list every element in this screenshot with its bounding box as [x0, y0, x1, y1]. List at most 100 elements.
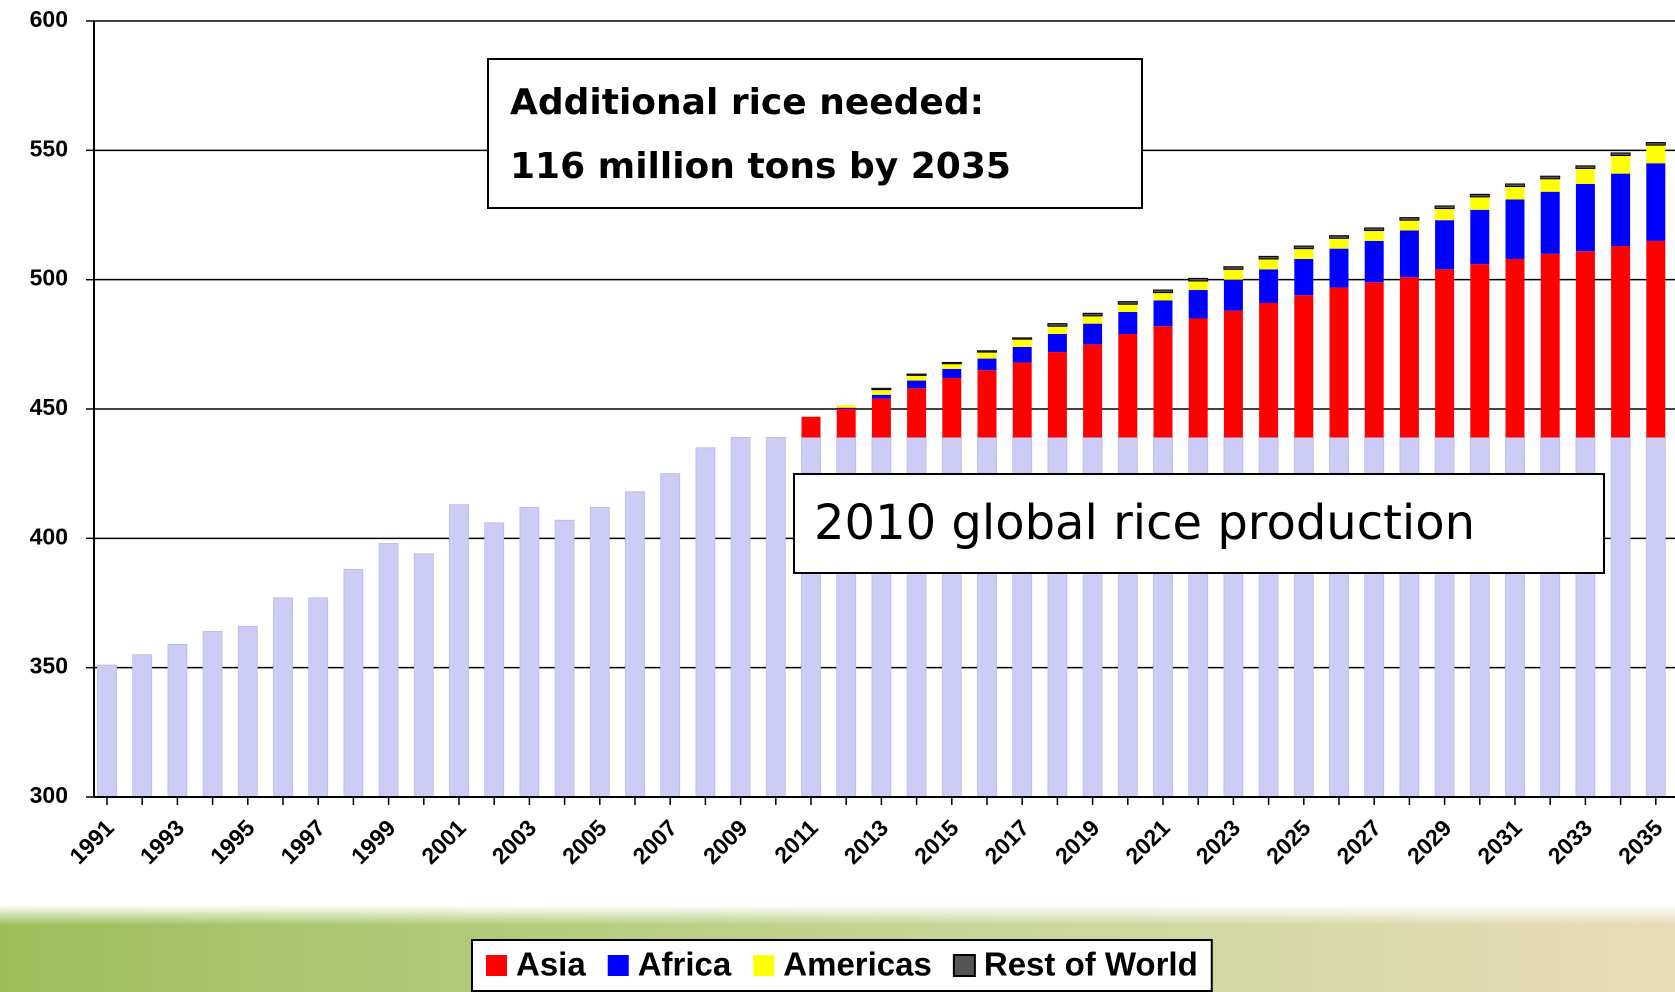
- bar-segment: [1294, 295, 1314, 438]
- bar-segment: [1646, 145, 1666, 164]
- x-tick-label: 1999: [346, 814, 401, 869]
- bar: [97, 664, 117, 798]
- bar-segment: [1223, 269, 1243, 280]
- bar-segment: [1540, 191, 1560, 254]
- bar-segment: [1575, 183, 1595, 252]
- y-tick-label: 450: [30, 394, 68, 420]
- bar-segment: [1047, 352, 1067, 438]
- annotation-text: Additional rice needed:: [510, 82, 984, 123]
- bar-segment: [1575, 165, 1596, 169]
- bar-segment: [871, 387, 892, 391]
- bar-segment: [1364, 230, 1384, 241]
- bar: [554, 519, 575, 798]
- x-tick-label: 2007: [627, 814, 682, 869]
- bar-segment: [907, 388, 927, 438]
- bar-segment: [1012, 337, 1033, 340]
- x-tick-label: 2035: [1613, 814, 1668, 869]
- bar: [167, 643, 188, 798]
- legend-swatch: [607, 955, 629, 976]
- bar-segment: [1610, 152, 1631, 157]
- legend-swatch: [952, 954, 976, 977]
- bar: [273, 597, 293, 798]
- bar-segment: [1294, 248, 1314, 259]
- x-tick-label: 2001: [416, 814, 471, 869]
- bar-segment: [1188, 290, 1208, 319]
- bar-segment: [1575, 251, 1595, 438]
- x-tick-label: 2017: [979, 814, 1034, 869]
- y-tick-label: 550: [30, 135, 68, 161]
- bar-segment: [1118, 312, 1138, 334]
- bar-segment: [1399, 277, 1419, 438]
- bar-segment: [1435, 220, 1455, 270]
- x-tick-label: 2033: [1543, 814, 1598, 869]
- bar-segment: [801, 416, 821, 438]
- annotation-text: 2010 global rice production: [814, 495, 1475, 551]
- bar-segment: [1505, 199, 1525, 259]
- bar-segment: [871, 394, 891, 399]
- bar-segment: [1575, 168, 1595, 184]
- legend-swatch: [486, 955, 507, 976]
- x-tick-label: 2005: [557, 814, 612, 869]
- background-fade: [0, 905, 1675, 925]
- bar: [132, 654, 153, 798]
- bar-segment: [1047, 333, 1067, 353]
- bar-segment: [1293, 245, 1314, 250]
- bar-segment: [1118, 304, 1138, 312]
- bar-segment: [1470, 264, 1490, 438]
- x-tick-label: 2019: [1050, 814, 1105, 869]
- x-tick-label: 2031: [1472, 814, 1527, 869]
- bar: [695, 447, 716, 798]
- x-tick-label: 2015: [909, 814, 964, 869]
- x-tick-label: 2021: [1120, 814, 1175, 869]
- bar-segment: [1435, 208, 1455, 221]
- legend-label: Rest of World: [984, 946, 1198, 983]
- bar-segment: [1188, 280, 1208, 291]
- bar: [202, 631, 223, 798]
- annotation-text: 116 million tons by 2035: [510, 146, 1011, 187]
- bar-segment: [1505, 183, 1525, 188]
- bar-segment: [836, 407, 856, 409]
- bar-segment: [1611, 155, 1631, 174]
- x-tick-label: 2023: [1191, 814, 1246, 869]
- legend-label: Asia: [516, 946, 586, 983]
- x-tick-label: 1991: [64, 814, 119, 869]
- bar: [730, 437, 751, 798]
- bar-segment: [1469, 193, 1490, 198]
- bar: [625, 491, 645, 798]
- bar-segment: [1153, 326, 1173, 438]
- bar-segment: [1153, 300, 1173, 327]
- bar-segment: [1259, 269, 1279, 303]
- bar-segment: [1012, 346, 1032, 363]
- x-tick-label: 2013: [839, 814, 894, 869]
- bar-segment: [836, 409, 856, 438]
- y-tick-label: 600: [30, 6, 68, 32]
- bar-segment: [1364, 282, 1384, 438]
- x-tick-label: 1995: [205, 814, 260, 869]
- bar-segment: [1083, 344, 1103, 438]
- legend-label: Americas: [783, 946, 932, 983]
- bar: [484, 522, 505, 798]
- bar-segment: [1012, 339, 1032, 347]
- bar-segment: [1505, 258, 1525, 438]
- bar: [1610, 437, 1631, 798]
- annotation-box: [487, 58, 1143, 209]
- bar-segment: [1611, 173, 1631, 247]
- bar-segment: [1435, 269, 1455, 438]
- bar-segment: [1646, 240, 1666, 438]
- x-tick-label: 2003: [487, 814, 542, 869]
- bar-segment: [1047, 326, 1067, 334]
- bar-segment: [1188, 318, 1208, 438]
- bar: [413, 553, 434, 798]
- bar-segment: [1294, 258, 1314, 296]
- bar-segment: [1153, 292, 1173, 301]
- x-tick-label: 2011: [769, 814, 823, 868]
- bar-segment: [1259, 258, 1279, 270]
- bar-segment: [1083, 323, 1103, 345]
- x-tick-label: 1997: [275, 814, 330, 869]
- bar-segment: [977, 370, 997, 438]
- bar-segment: [1047, 323, 1068, 327]
- bar: [519, 506, 540, 798]
- bar-segment: [1540, 175, 1561, 180]
- bar-segment: [977, 350, 997, 353]
